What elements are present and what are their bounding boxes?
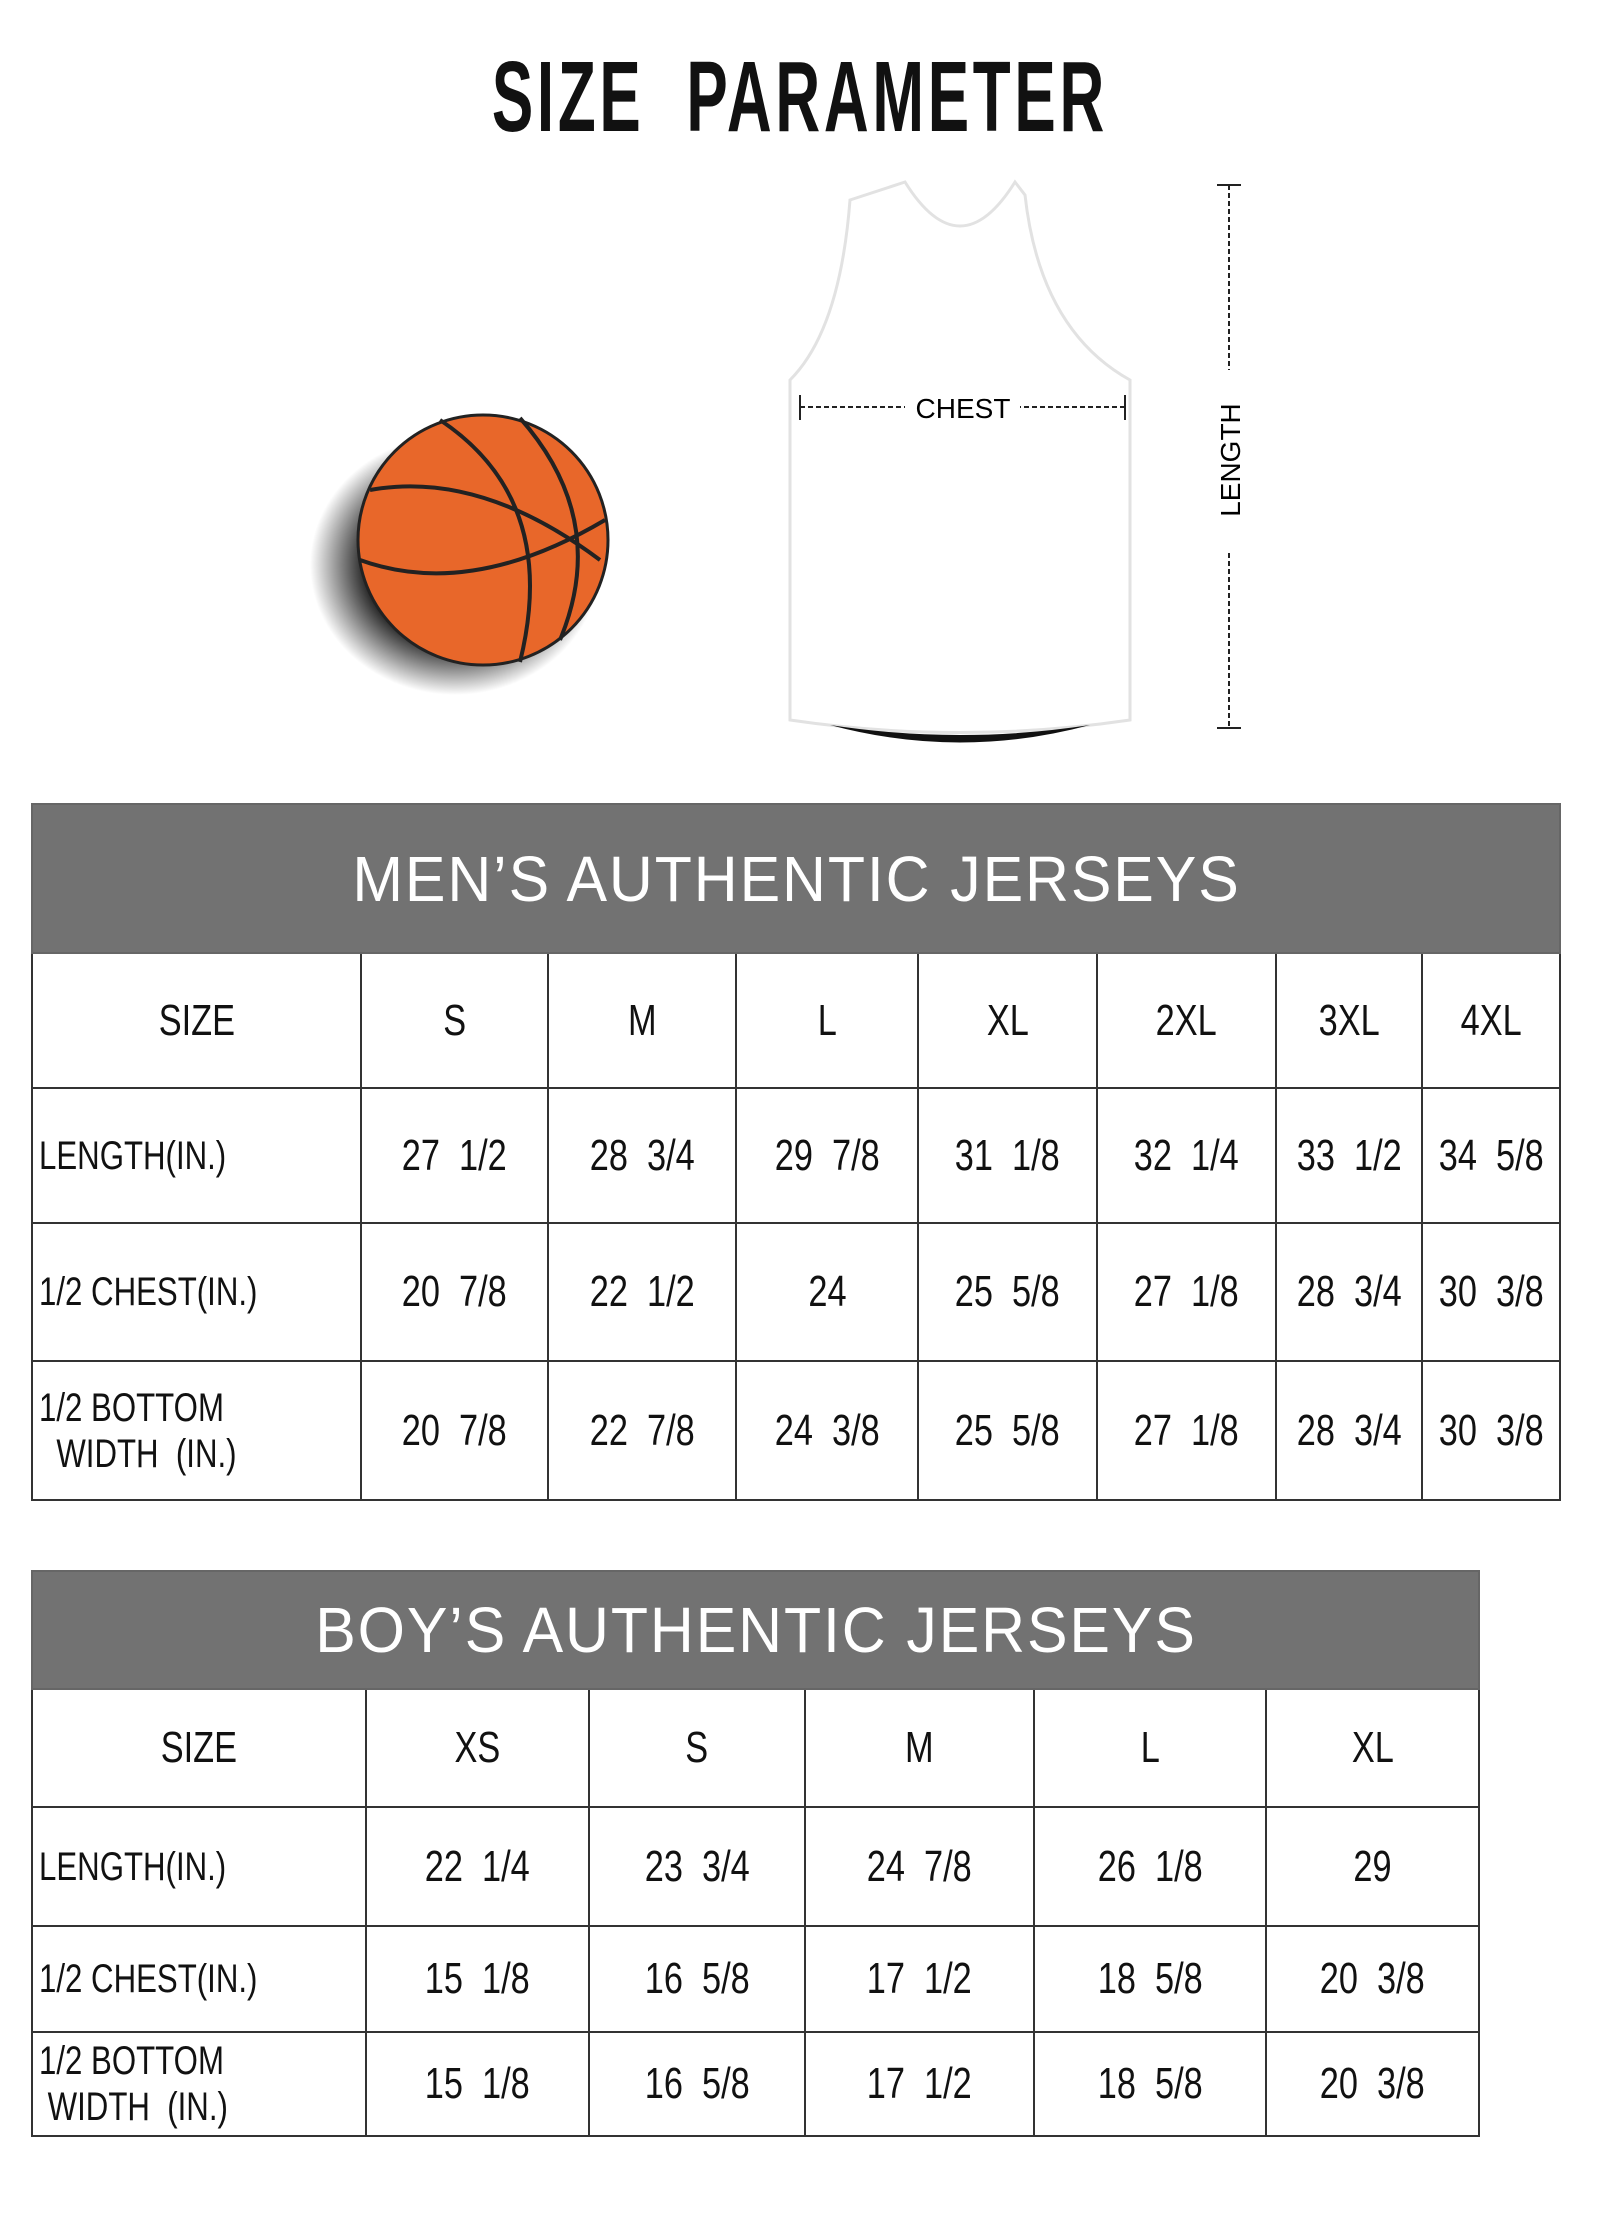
measurement-cell: 29 [1264,1806,1481,1927]
measurement-cell: 20 3/8 [1264,1925,1481,2033]
size-column-header: M [547,952,737,1089]
jersey-diagram: CHEST LENGTH [310,179,1246,743]
measurement-cell: 34 5/8 [1420,1087,1562,1224]
measurement-cell: 15 1/8 [365,2031,590,2137]
measurement-cell: 27 1/8 [1096,1360,1277,1501]
size-column-header: 4XL [1420,952,1562,1089]
measurement-cell: 18 5/8 [1033,1925,1267,2033]
row-label: 1/2 BOTTOM WIDTH (IN.) [31,1360,362,1501]
measurement-cell: 18 5/8 [1033,2031,1267,2137]
measurement-cell: 30 3/8 [1420,1360,1562,1501]
basketball-icon [310,413,610,695]
measurement-cell: 22 1/2 [547,1222,737,1362]
table-row: 1/2 BOTTOM WIDTH (IN.) 15 1/8 16 5/8 17 1/2… [31,2031,1481,2137]
chest-label: CHEST [916,393,1011,424]
size-column-header: S [588,1688,806,1808]
measurement-cell: 22 1/4 [365,1806,590,1927]
size-column-header: XL [1264,1688,1481,1808]
size-column-header: M [804,1688,1035,1808]
table-row: 1/2 BOTTOM WIDTH (IN.) 20 7/8 22 7/8 24 3/8… [31,1360,1562,1501]
mens-size-table: MEN’S AUTHENTIC JERSEYS SIZE S M L XL 2XL 3XL 4… [30,803,1562,1501]
row-label: 1/2 CHEST(IN.) [31,1222,362,1362]
measurement-cell: 16 5/8 [588,2031,806,2137]
table-row: LENGTH(IN.) 27 1/2 28 3/4 29 7/8 31 1/8 32 1/… [31,1087,1562,1224]
measurement-cell: 17 1/2 [804,2031,1035,2137]
measurement-cell: 29 7/8 [735,1087,919,1224]
measurement-cell: 25 5/8 [917,1222,1098,1362]
row-label: 1/2 CHEST(IN.) [31,1925,367,2033]
row-label: LENGTH(IN.) [31,1087,362,1224]
size-header: SIZE [31,952,362,1089]
measurement-cell: 20 3/8 [1264,2031,1481,2137]
measurement-cell: 24 3/8 [735,1360,919,1501]
measurement-cell: 24 [735,1222,919,1362]
jersey-icon [788,179,1132,743]
row-label: 1/2 BOTTOM WIDTH (IN.) [31,2031,367,2137]
measurement-cell: 20 7/8 [360,1360,549,1501]
page-title: SIZE PARAMETER [491,41,1109,153]
measurement-cell: 20 7/8 [360,1222,549,1362]
boys-table-title: BOY’S AUTHENTIC JERSEYS [30,1570,1481,1690]
measurement-cell: 31 1/8 [917,1087,1098,1224]
measurement-cell: 24 7/8 [804,1806,1035,1927]
measurement-cell: 28 3/4 [547,1087,737,1224]
measurement-cell: 25 5/8 [917,1360,1098,1501]
size-column-header: 2XL [1096,952,1277,1089]
measurement-cell: 16 5/8 [588,1925,806,2033]
header-row: SIZE XS S M L XL [31,1688,1481,1808]
size-column-header: XS [365,1688,590,1808]
mens-table-title: MEN’S AUTHENTIC JERSEYS [30,803,1562,954]
measurement-cell: 26 1/8 [1033,1806,1267,1927]
measurement-cell: 27 1/8 [1096,1222,1277,1362]
measurement-cell: 27 1/2 [360,1087,549,1224]
length-indicator [1212,184,1246,729]
size-column-header: L [1033,1688,1267,1808]
table-row: LENGTH(IN.) 22 1/4 23 3/4 24 7/8 26 1/8 29 [31,1806,1481,1927]
table-row: 1/2 CHEST(IN.) 15 1/8 16 5/8 17 1/2 18 5/8 20… [31,1925,1481,2033]
size-column-header: 3XL [1275,952,1423,1089]
measurement-cell: 28 3/4 [1275,1222,1423,1362]
header-row: SIZE S M L XL 2XL 3XL 4XL [31,952,1562,1089]
measurement-cell: 17 1/2 [804,1925,1035,2033]
measurement-cell: 15 1/8 [365,1925,590,2033]
size-column-header: S [360,952,549,1089]
measurement-cell: 28 3/4 [1275,1360,1423,1501]
size-column-header: XL [917,952,1098,1089]
size-column-header: L [735,952,919,1089]
boys-size-table: BOY’S AUTHENTIC JERSEYS SIZE XS S M L XL LENGT… [30,1570,1481,2137]
row-label: LENGTH(IN.) [31,1806,367,1927]
measurement-cell: 23 3/4 [588,1806,806,1927]
table-row: 1/2 CHEST(IN.) 20 7/8 22 1/2 24 25 5/8 27 1/8… [31,1222,1562,1362]
measurement-cell: 32 1/4 [1096,1087,1277,1224]
size-header: SIZE [31,1688,367,1808]
measurement-cell: 33 1/2 [1275,1087,1423,1224]
measurement-cell: 22 7/8 [547,1360,737,1501]
measurement-cell: 30 3/8 [1420,1222,1562,1362]
length-label: LENGTH [1215,403,1246,517]
